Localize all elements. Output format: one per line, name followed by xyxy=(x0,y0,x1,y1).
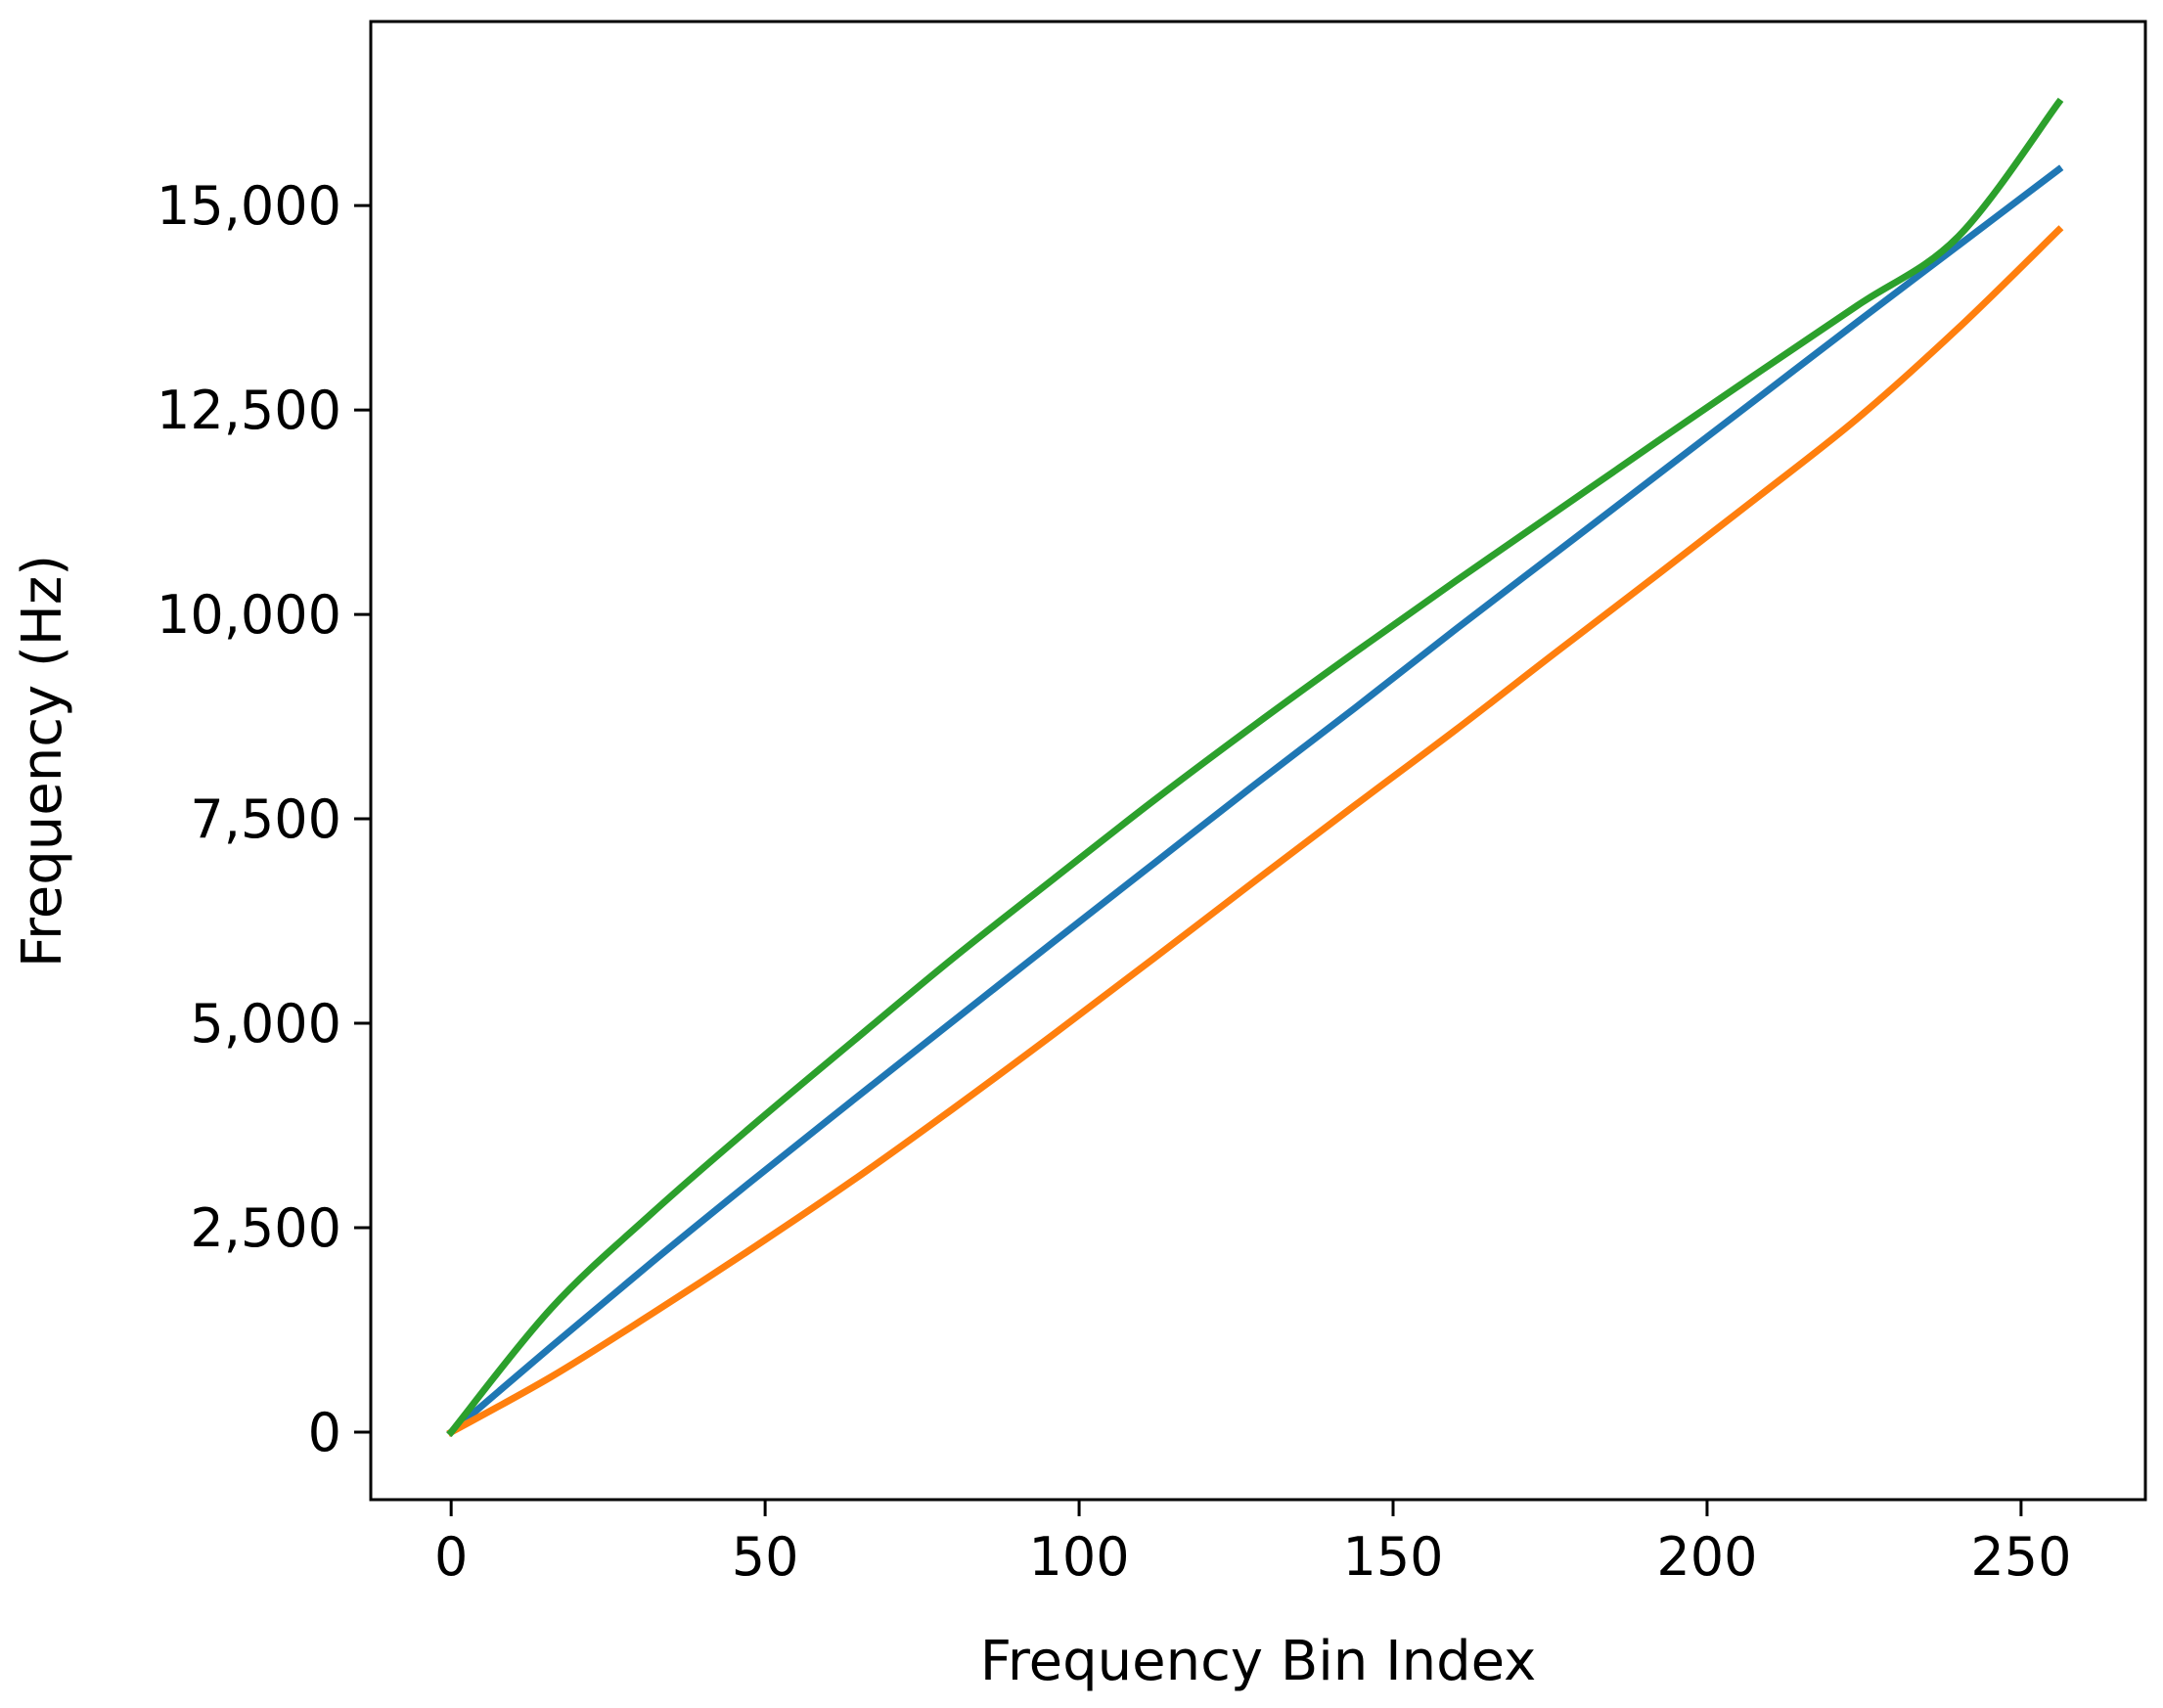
x-tick-label: 50 xyxy=(732,1526,799,1588)
series-layer xyxy=(446,97,2064,1437)
y-tick-label: 2,500 xyxy=(190,1197,341,1259)
plot-frame xyxy=(369,20,2147,1502)
y-tick-label: 0 xyxy=(308,1402,341,1463)
x-tick-label: 250 xyxy=(1970,1526,2071,1588)
y-tick-label: 7,500 xyxy=(190,788,341,850)
y-axis: 0 2,500 5,000 7,500 10,000 12,500 15,000 xyxy=(157,175,371,1463)
x-axis-title: Frequency Bin Index xyxy=(980,1630,1537,1693)
x-tick-label: 150 xyxy=(1342,1526,1443,1588)
y-tick-label: 10,000 xyxy=(157,584,341,646)
series-line-3 xyxy=(446,97,2064,1437)
x-axis: 0 50 100 150 200 250 xyxy=(434,1500,2071,1588)
y-tick-label: 15,000 xyxy=(157,175,341,237)
y-tick-label: 5,000 xyxy=(190,993,341,1055)
y-axis-title: Frequency (Hz) xyxy=(11,555,74,967)
series-line-1 xyxy=(446,164,2064,1437)
series-line-2 xyxy=(446,225,2064,1437)
x-tick-label: 100 xyxy=(1029,1526,1130,1588)
y-tick-label: 12,500 xyxy=(157,380,341,441)
x-tick-label: 0 xyxy=(434,1526,468,1588)
x-tick-label: 200 xyxy=(1656,1526,1757,1588)
